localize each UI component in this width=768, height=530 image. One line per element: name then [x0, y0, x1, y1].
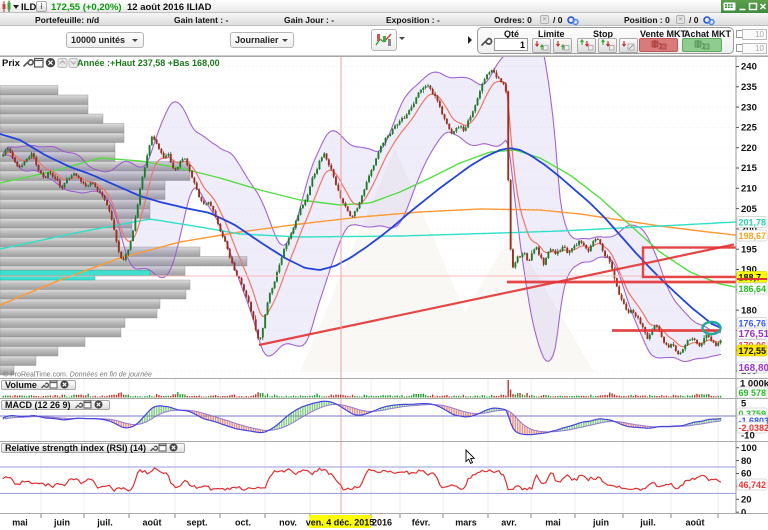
svg-text:20: 20	[741, 494, 752, 505]
svg-text:5: 5	[741, 399, 747, 410]
svg-text:août: août	[143, 518, 162, 528]
svg-text:avr.: avr.	[501, 518, 517, 528]
svg-text:201,78: 201,78	[739, 218, 767, 228]
svg-text:240: 240	[741, 62, 757, 73]
svg-text:230: 230	[741, 102, 757, 113]
svg-text:210: 210	[741, 184, 757, 195]
svg-text:nov.: nov.	[279, 518, 297, 528]
svg-text:198,67: 198,67	[739, 231, 767, 241]
svg-text:-2,0382: -2,0382	[739, 423, 768, 433]
svg-text:225: 225	[741, 123, 758, 134]
svg-text:180: 180	[741, 305, 757, 316]
svg-text:© ProRealTime.com. Données en: © ProRealTime.com. Données en fin de jou…	[3, 371, 152, 379]
svg-text:juin: juin	[53, 518, 70, 528]
svg-text:176,51: 176,51	[739, 329, 768, 340]
svg-text:80: 80	[741, 456, 752, 467]
svg-text:100: 100	[741, 443, 757, 454]
svg-text:mars: mars	[455, 518, 477, 528]
svg-text:-1,6803: -1,6803	[739, 416, 768, 426]
svg-text:juil.: juil.	[639, 518, 656, 528]
svg-text:235: 235	[741, 82, 758, 93]
svg-text:220: 220	[741, 143, 757, 154]
svg-text:1 000k: 1 000k	[740, 379, 768, 390]
svg-text:176,76: 176,76	[739, 319, 767, 329]
svg-text:2016: 2016	[372, 518, 392, 528]
svg-text:69 578: 69 578	[739, 388, 767, 398]
svg-text:mai: mai	[12, 518, 28, 528]
svg-text:juin: juin	[592, 518, 609, 528]
svg-text:août: août	[686, 518, 705, 528]
svg-text:sept.: sept.	[186, 518, 207, 528]
svg-text:oct.: oct.	[235, 518, 251, 528]
svg-text:mai: mai	[545, 518, 561, 528]
svg-text:60: 60	[741, 469, 752, 480]
svg-text:0,3759: 0,3759	[739, 409, 767, 419]
svg-text:0: 0	[741, 507, 746, 518]
svg-text:195: 195	[741, 244, 758, 255]
svg-text:168,80: 168,80	[739, 363, 768, 374]
svg-text:215: 215	[741, 163, 758, 174]
svg-text:46,742: 46,742	[739, 480, 767, 490]
svg-text:205: 205	[741, 204, 758, 215]
svg-text:186,64: 186,64	[739, 284, 767, 294]
svg-text:-10: -10	[741, 431, 755, 442]
svg-text:172,55: 172,55	[739, 346, 767, 356]
svg-text:200: 200	[741, 224, 757, 235]
svg-text:190: 190	[741, 265, 757, 276]
svg-text:juil.: juil.	[96, 518, 113, 528]
svg-text:188,7: 188,7	[739, 273, 762, 283]
svg-text:févr.: févr.	[412, 518, 431, 528]
svg-text:ven. 4 déc. 2015: ven. 4 déc. 2015	[306, 518, 375, 528]
